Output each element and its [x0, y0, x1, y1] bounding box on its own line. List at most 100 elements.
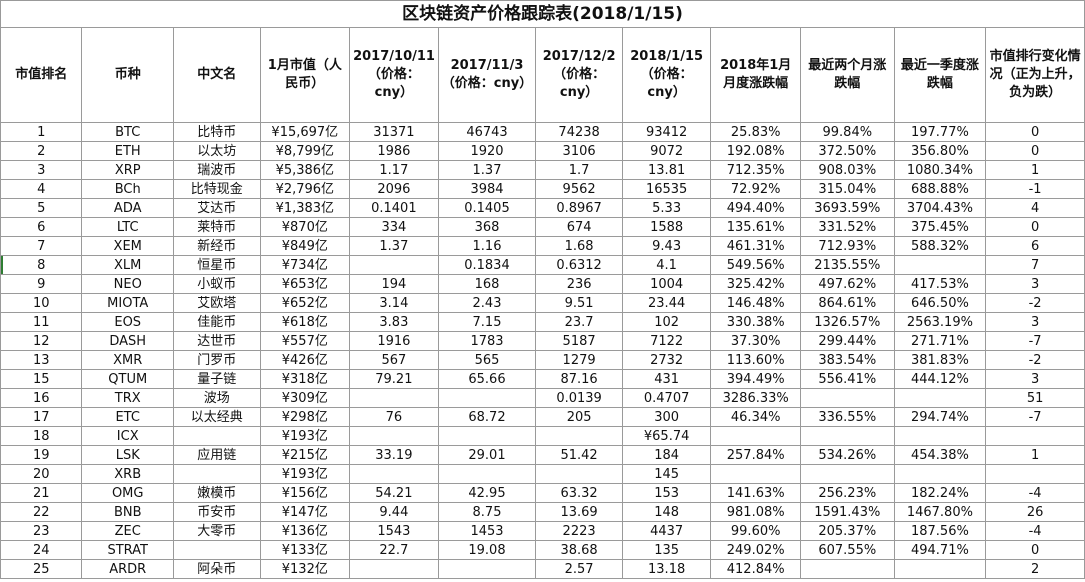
table-cell[interactable]: 阿朵币: [173, 559, 261, 579]
table-cell[interactable]: 0.6312: [535, 255, 623, 275]
table-cell[interactable]: BTC: [81, 122, 175, 142]
table-cell[interactable]: 135.61%: [710, 217, 801, 237]
table-cell[interactable]: [535, 464, 623, 484]
table-cell[interactable]: [799, 559, 895, 579]
table-cell[interactable]: 25: [0, 559, 83, 579]
table-cell[interactable]: [893, 426, 987, 446]
table-cell[interactable]: 莱特币: [173, 217, 261, 237]
table-cell[interactable]: 9562: [535, 179, 623, 199]
table-cell[interactable]: 368: [437, 217, 537, 237]
table-cell[interactable]: 2223: [535, 521, 623, 541]
table-cell[interactable]: XEM: [81, 236, 175, 256]
table-cell[interactable]: 68.72: [437, 407, 537, 427]
column-header[interactable]: 市值排名: [0, 27, 83, 123]
table-cell[interactable]: 8: [0, 255, 83, 275]
table-cell[interactable]: LSK: [81, 445, 175, 465]
table-cell[interactable]: 646.50%: [893, 293, 987, 313]
table-cell[interactable]: 0: [985, 141, 1085, 161]
table-cell[interactable]: DASH: [81, 331, 175, 351]
table-cell[interactable]: STRAT: [81, 540, 175, 560]
table-cell[interactable]: 新经币: [173, 236, 261, 256]
table-cell[interactable]: [893, 388, 987, 408]
table-cell[interactable]: 5.33: [621, 198, 712, 218]
table-cell[interactable]: ¥2,796亿: [259, 179, 351, 199]
table-cell[interactable]: 1326.57%: [799, 312, 895, 332]
table-cell[interactable]: ¥147亿: [259, 502, 351, 522]
table-cell[interactable]: 444.12%: [893, 369, 987, 389]
table-cell[interactable]: 494.40%: [710, 198, 801, 218]
table-cell[interactable]: XRB: [81, 464, 175, 484]
table-cell[interactable]: [349, 464, 439, 484]
table-cell[interactable]: 小蚁币: [173, 274, 261, 294]
table-cell[interactable]: 4: [0, 179, 83, 199]
table-cell[interactable]: [437, 426, 537, 446]
table-cell[interactable]: NEO: [81, 274, 175, 294]
table-cell[interactable]: [437, 464, 537, 484]
table-cell[interactable]: 565: [437, 350, 537, 370]
table-cell[interactable]: 23.44: [621, 293, 712, 313]
table-cell[interactable]: 1.68: [535, 236, 623, 256]
table-cell[interactable]: ¥426亿: [259, 350, 351, 370]
table-cell[interactable]: 99.84%: [799, 122, 895, 142]
table-cell[interactable]: [799, 426, 895, 446]
table-cell[interactable]: 3984: [437, 179, 537, 199]
table-cell[interactable]: 艾欧塔: [173, 293, 261, 313]
table-cell[interactable]: -7: [985, 331, 1085, 351]
table-cell[interactable]: 2: [985, 559, 1085, 579]
table-cell[interactable]: 7122: [621, 331, 712, 351]
table-cell[interactable]: XMR: [81, 350, 175, 370]
table-cell[interactable]: 497.62%: [799, 274, 895, 294]
column-header[interactable]: 2018/1/15（价格：cny）: [621, 27, 712, 123]
column-header[interactable]: 市值排行变化情况（正为上升，负为跌）: [985, 27, 1085, 123]
table-cell[interactable]: 148: [621, 502, 712, 522]
table-cell[interactable]: 18: [0, 426, 83, 446]
table-cell[interactable]: 65.66: [437, 369, 537, 389]
table-cell[interactable]: [173, 426, 261, 446]
table-cell[interactable]: 981.08%: [710, 502, 801, 522]
table-cell[interactable]: 42.95: [437, 483, 537, 503]
table-cell[interactable]: 1: [985, 160, 1085, 180]
table-cell[interactable]: 1543: [349, 521, 439, 541]
table-cell[interactable]: ZEC: [81, 521, 175, 541]
table-cell[interactable]: 46743: [437, 122, 537, 142]
table-cell[interactable]: 0: [985, 540, 1085, 560]
table-cell[interactable]: [893, 464, 987, 484]
table-cell[interactable]: 1916: [349, 331, 439, 351]
table-cell[interactable]: 375.45%: [893, 217, 987, 237]
table-cell[interactable]: 712.35%: [710, 160, 801, 180]
table-cell[interactable]: 0.0139: [535, 388, 623, 408]
table-cell[interactable]: 6: [0, 217, 83, 237]
table-cell[interactable]: 325.42%: [710, 274, 801, 294]
table-cell[interactable]: 2.57: [535, 559, 623, 579]
column-header[interactable]: 2017/11/3（价格：cny）: [437, 27, 537, 123]
table-cell[interactable]: 99.60%: [710, 521, 801, 541]
table-cell[interactable]: ¥318亿: [259, 369, 351, 389]
table-cell[interactable]: 1.37: [349, 236, 439, 256]
table-cell[interactable]: 3.83: [349, 312, 439, 332]
table-cell[interactable]: ¥193亿: [259, 426, 351, 446]
table-cell[interactable]: 23.7: [535, 312, 623, 332]
table-cell[interactable]: 量子链: [173, 369, 261, 389]
table-cell[interactable]: 29.01: [437, 445, 537, 465]
table-cell[interactable]: 113.60%: [710, 350, 801, 370]
table-cell[interactable]: 应用链: [173, 445, 261, 465]
table-cell[interactable]: TRX: [81, 388, 175, 408]
table-cell[interactable]: 3286.33%: [710, 388, 801, 408]
table-cell[interactable]: -2: [985, 293, 1085, 313]
table-cell[interactable]: 534.26%: [799, 445, 895, 465]
table-cell[interactable]: 3: [985, 369, 1085, 389]
table-cell[interactable]: 1467.80%: [893, 502, 987, 522]
table-cell[interactable]: ¥156亿: [259, 483, 351, 503]
table-cell[interactable]: 38.68: [535, 540, 623, 560]
table-cell[interactable]: 271.71%: [893, 331, 987, 351]
table-cell[interactable]: BCh: [81, 179, 175, 199]
table-cell[interactable]: ¥215亿: [259, 445, 351, 465]
table-cell[interactable]: 33.19: [349, 445, 439, 465]
table-cell[interactable]: 3704.43%: [893, 198, 987, 218]
table-cell[interactable]: [799, 464, 895, 484]
table-cell[interactable]: ¥193亿: [259, 464, 351, 484]
table-cell[interactable]: 168: [437, 274, 537, 294]
table-cell[interactable]: 383.54%: [799, 350, 895, 370]
table-cell[interactable]: 145: [621, 464, 712, 484]
table-cell[interactable]: 3693.59%: [799, 198, 895, 218]
